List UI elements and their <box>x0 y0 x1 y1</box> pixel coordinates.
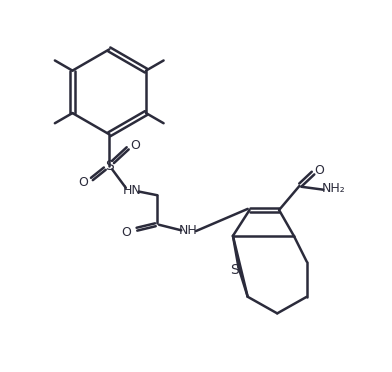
Text: NH₂: NH₂ <box>322 182 346 195</box>
Text: O: O <box>122 226 132 239</box>
Text: S: S <box>105 159 114 173</box>
Text: O: O <box>314 164 324 177</box>
Text: O: O <box>131 139 140 152</box>
Text: HN: HN <box>123 184 142 197</box>
Text: S: S <box>230 263 238 277</box>
Text: O: O <box>78 176 88 189</box>
Text: NH: NH <box>179 224 198 237</box>
